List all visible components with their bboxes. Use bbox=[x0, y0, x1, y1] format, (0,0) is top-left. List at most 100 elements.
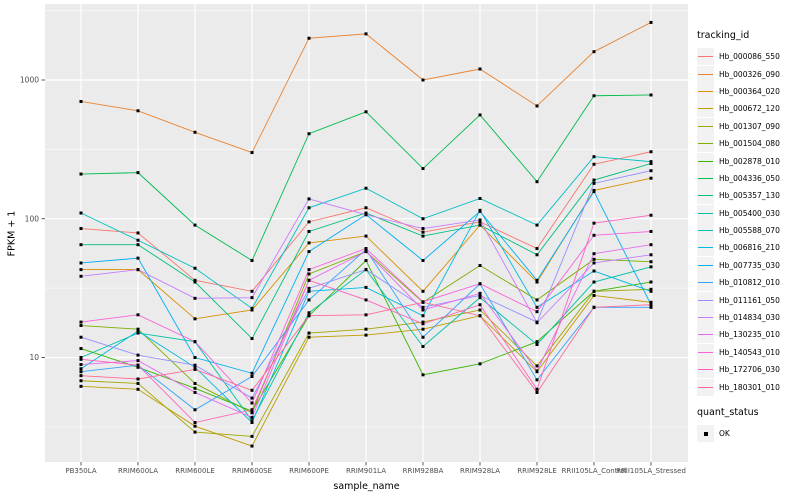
data-point bbox=[649, 280, 653, 284]
data-point bbox=[79, 268, 83, 272]
data-point bbox=[535, 180, 539, 184]
y-tick-label: 100 bbox=[25, 214, 40, 223]
data-point bbox=[649, 160, 653, 164]
x-tick-label: RRIM928BA bbox=[403, 467, 444, 475]
legend-entry: OK bbox=[697, 425, 797, 442]
data-point bbox=[592, 94, 596, 98]
data-point bbox=[478, 296, 482, 300]
legend-entry: Hb_000672_120 bbox=[697, 100, 797, 118]
legend-entry-label: Hb_014834_030 bbox=[719, 313, 780, 323]
legend-key-line-icon bbox=[697, 152, 714, 170]
legend-key-line-icon bbox=[697, 48, 714, 66]
x-tick-label: PB350LA bbox=[65, 467, 96, 475]
legend-key-line-icon bbox=[697, 204, 714, 222]
data-point bbox=[364, 298, 368, 302]
legend-entry-label: Hb_005357_130 bbox=[719, 191, 780, 201]
data-point bbox=[535, 310, 539, 314]
data-point bbox=[250, 408, 254, 412]
data-point bbox=[592, 252, 596, 256]
y-tick-label: 10 bbox=[29, 353, 39, 362]
data-point bbox=[79, 384, 83, 388]
x-tick-label: RRII105LA_Stressed bbox=[616, 467, 686, 475]
data-point bbox=[364, 110, 368, 114]
legend-key-line-icon bbox=[697, 135, 714, 153]
data-point bbox=[136, 387, 140, 391]
data-point bbox=[250, 388, 254, 392]
data-point bbox=[193, 390, 197, 394]
x-tick-label: RRIM600PE bbox=[289, 467, 329, 475]
data-point bbox=[535, 378, 539, 382]
data-point bbox=[649, 260, 653, 264]
data-point bbox=[421, 327, 425, 331]
data-point bbox=[136, 231, 140, 235]
legend-entry: Hb_006816_210 bbox=[697, 239, 797, 257]
data-point bbox=[250, 396, 254, 400]
legend-entry-label: OK bbox=[719, 429, 730, 438]
data-point bbox=[535, 390, 539, 394]
data-point bbox=[79, 374, 83, 378]
data-point bbox=[421, 234, 425, 238]
data-point bbox=[307, 241, 311, 245]
data-point bbox=[592, 50, 596, 54]
legend-entry: Hb_014834_030 bbox=[697, 309, 797, 327]
data-point bbox=[79, 227, 83, 231]
data-point bbox=[421, 78, 425, 82]
data-point bbox=[364, 234, 368, 238]
data-point bbox=[592, 261, 596, 265]
legend-key-line-icon bbox=[697, 239, 714, 257]
data-point bbox=[136, 365, 140, 369]
data-point bbox=[535, 369, 539, 373]
data-point bbox=[478, 293, 482, 297]
legend-key-line-icon bbox=[697, 65, 714, 83]
data-point bbox=[79, 363, 83, 367]
y-axis-title: FPKM + 1 bbox=[6, 210, 18, 257]
data-point bbox=[364, 211, 368, 215]
x-tick-label: RRIM901LA bbox=[346, 467, 386, 475]
legend-entry: Hb_180301_010 bbox=[697, 378, 797, 396]
data-point bbox=[364, 259, 368, 263]
data-point bbox=[535, 280, 539, 284]
data-point bbox=[592, 190, 596, 194]
data-point bbox=[193, 130, 197, 134]
data-point bbox=[136, 268, 140, 272]
data-point bbox=[364, 250, 368, 254]
data-point bbox=[307, 132, 311, 136]
data-point bbox=[364, 268, 368, 272]
legend-key-line-icon bbox=[697, 256, 714, 274]
data-point bbox=[79, 261, 83, 265]
data-point bbox=[535, 278, 539, 282]
legend-entry-label: Hb_180301_010 bbox=[719, 382, 780, 392]
data-point bbox=[250, 371, 254, 375]
data-point bbox=[79, 356, 83, 359]
data-point bbox=[193, 430, 197, 434]
data-point bbox=[364, 285, 368, 289]
y-tick-label: 1000 bbox=[20, 76, 39, 85]
data-point bbox=[592, 221, 596, 225]
legend-entry-label: Hb_001504_080 bbox=[719, 139, 780, 149]
x-tick-label: RRII105LA_Control bbox=[562, 467, 627, 475]
legend-entry: Hb_001307_090 bbox=[697, 117, 797, 135]
legend-series-entries: Hb_000086_550 Hb_000326_090 Hb_000364_020 H… bbox=[697, 48, 797, 396]
legend-key-line-icon bbox=[697, 169, 714, 187]
data-point bbox=[535, 364, 539, 368]
data-point bbox=[649, 265, 653, 269]
data-point bbox=[307, 229, 311, 233]
data-point bbox=[421, 320, 425, 324]
data-point bbox=[136, 381, 140, 385]
data-point bbox=[250, 259, 254, 263]
data-point bbox=[421, 217, 425, 221]
data-point bbox=[421, 308, 425, 312]
data-point bbox=[193, 365, 197, 369]
data-point bbox=[79, 347, 83, 351]
data-point bbox=[364, 32, 368, 36]
legend-entry-label: Hb_140543_010 bbox=[719, 347, 780, 357]
data-point bbox=[421, 322, 425, 326]
legend-title-tracking-id: tracking_id bbox=[697, 30, 750, 41]
data-point bbox=[421, 345, 425, 349]
legend-key-line-icon bbox=[697, 222, 714, 240]
x-tick-label: RRIM600SE bbox=[232, 467, 272, 475]
data-point bbox=[307, 206, 311, 210]
data-point bbox=[136, 238, 140, 242]
legend-quant-entries: OK bbox=[697, 425, 797, 442]
data-point bbox=[193, 363, 197, 367]
